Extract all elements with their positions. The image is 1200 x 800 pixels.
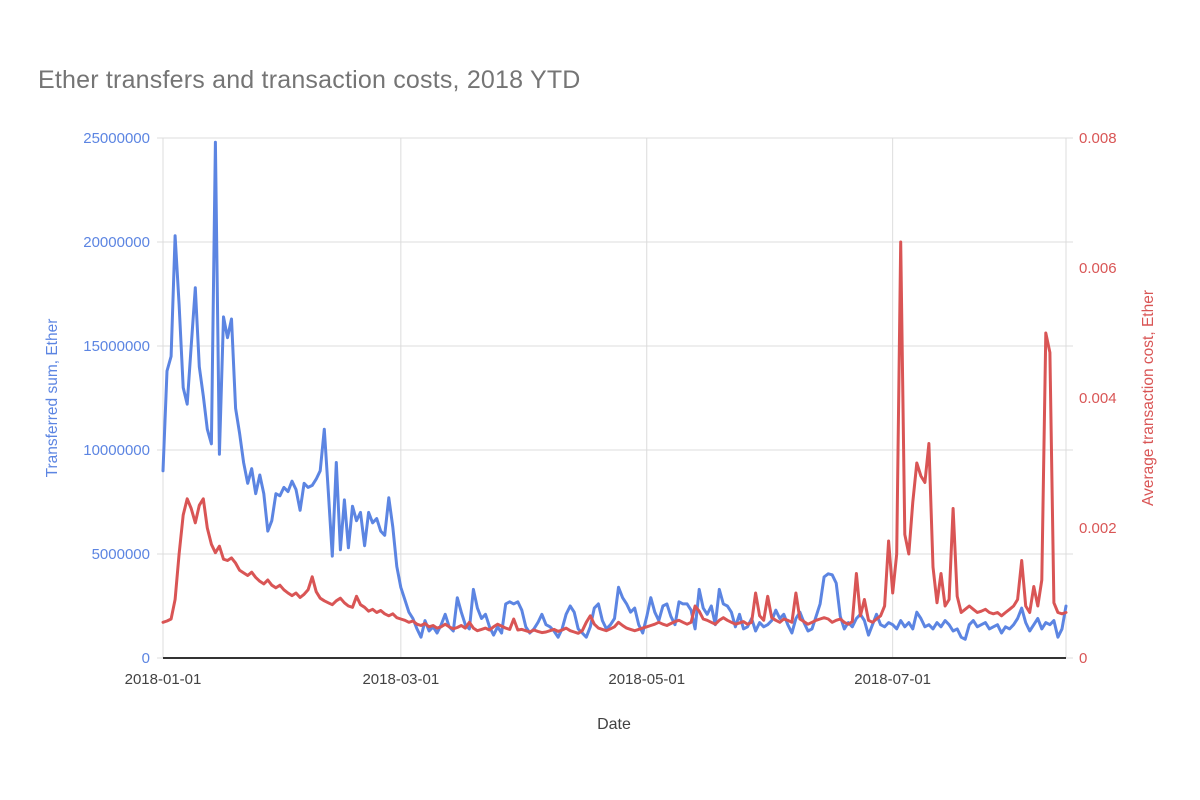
x-tick-label: 2018-07-01 (854, 671, 931, 688)
y-axis-right-title: Average transaction cost, Ether (1140, 290, 1157, 506)
x-axis-title: Date (597, 716, 631, 733)
y-axis-left-title: Transferred sum, Ether (44, 319, 61, 478)
y-left-tick-label: 25000000 (83, 130, 150, 147)
x-tick-label: 2018-03-01 (362, 671, 439, 688)
y-left-tick-label: 10000000 (83, 442, 150, 459)
chart-title: Ether transfers and transaction costs, 2… (38, 66, 581, 94)
y-right-tick-label: 0.006 (1079, 260, 1117, 277)
y-right-tick-label: 0 (1079, 650, 1087, 667)
y-left-tick-label: 15000000 (83, 338, 150, 355)
y-right-tick-label: 0.002 (1079, 520, 1117, 537)
series-layer (161, 140, 1068, 641)
y-left-tick-label: 5000000 (92, 546, 150, 563)
y-right-tick-label: 0.004 (1079, 390, 1117, 407)
y-left-tick-label: 0 (142, 650, 150, 667)
x-tick-label: 2018-01-01 (125, 671, 202, 688)
series-transferred-sum-line[interactable] (161, 140, 1068, 641)
x-tick-label: 2018-05-01 (608, 671, 685, 688)
series-avg-transaction-cost-line[interactable] (161, 240, 1068, 635)
y-left-tick-label: 20000000 (83, 234, 150, 251)
tick-labels-layer: 0 5000000 10000000 15000000 20000000 25000000… (83, 130, 1116, 688)
y-right-tick-label: 0.008 (1079, 130, 1117, 147)
gridlines-layer (157, 137, 1073, 659)
